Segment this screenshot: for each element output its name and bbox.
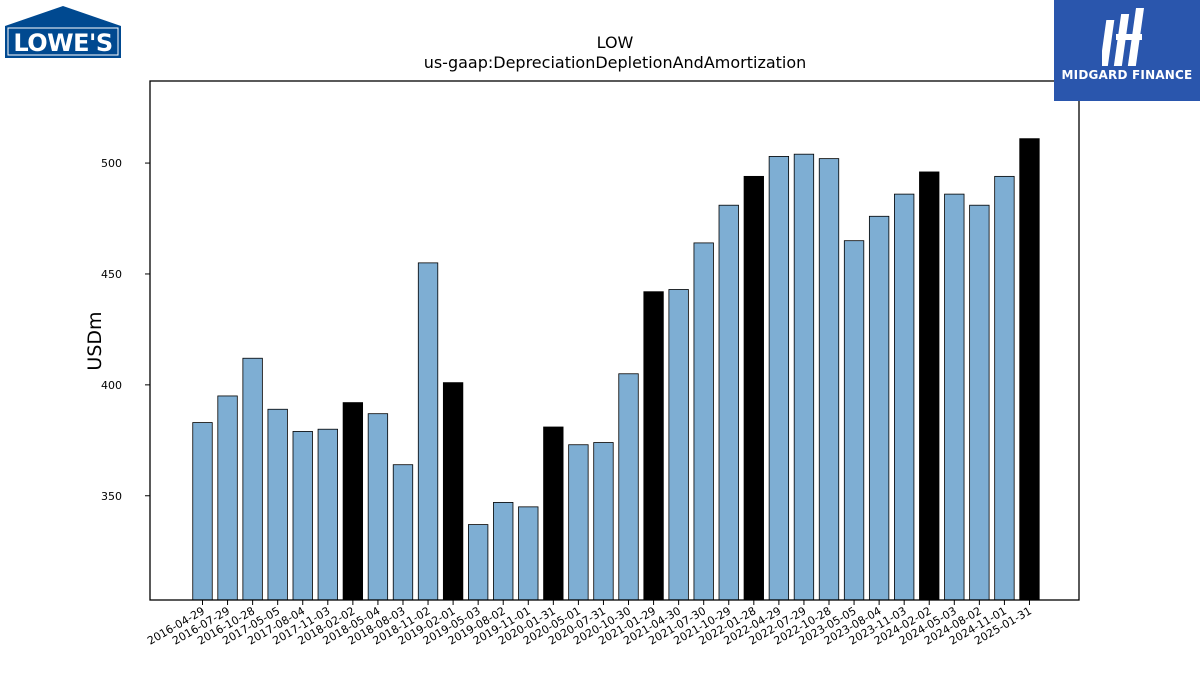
- bar-2016-07-29: [217, 395, 238, 601]
- bar-2019-11-01: [518, 506, 539, 601]
- y-tick-label: 450: [101, 268, 122, 281]
- y-tick-label: 500: [101, 157, 122, 170]
- bar-2024-05-03: [944, 193, 965, 601]
- midgard-finance-logo: MIDGARD FINANCE: [1054, 0, 1200, 101]
- bar-2018-05-04: [367, 413, 389, 601]
- bar-2022-01-28: [743, 175, 764, 601]
- y-axis-label: USDm: [84, 311, 106, 370]
- lowes-logo-text: LOWE'S: [13, 29, 112, 57]
- x-axis-ticks: 2016-04-292016-07-292016-10-282017-05-05…: [145, 600, 1034, 648]
- bar-2019-02-01: [442, 382, 464, 601]
- bar-2020-10-30: [618, 373, 639, 601]
- bar-2020-05-01: [568, 444, 589, 601]
- lowes-logo: LOWE'S: [5, 6, 121, 60]
- chart-title: LOW: [597, 33, 634, 52]
- midgard-mark-icon: [1102, 8, 1144, 66]
- bar-2023-08-04: [868, 215, 890, 601]
- bar-2019-08-02: [493, 502, 514, 601]
- midgard-logo-text: MIDGARD FINANCE: [1061, 68, 1193, 82]
- bar-2021-07-30: [693, 242, 714, 601]
- bar-2018-08-03: [392, 464, 414, 601]
- y-tick-label: 400: [101, 379, 122, 392]
- bar-2024-11-01: [994, 175, 1015, 601]
- y-tick-label: 350: [101, 490, 122, 503]
- bar-2020-01-31: [543, 426, 564, 601]
- bar-2023-11-03: [894, 193, 915, 601]
- bar-2016-10-28: [242, 357, 263, 601]
- bar-2024-02-02: [919, 171, 940, 601]
- bar-2021-04-30: [668, 289, 689, 601]
- bar-2020-07-31: [593, 442, 614, 601]
- bar-2023-05-05: [843, 240, 865, 601]
- bar-2016-04-29: [192, 422, 213, 601]
- bar-2022-07-29: [793, 153, 815, 601]
- bar-2024-08-02: [969, 204, 990, 601]
- bar-2022-04-29: [768, 156, 790, 601]
- bar-2017-08-04: [292, 431, 313, 601]
- y-axis-ticks: 350 400 450 500: [101, 157, 150, 503]
- bar-2017-11-03: [317, 428, 338, 601]
- bar-group: [192, 138, 1040, 601]
- bar-2022-10-28: [818, 158, 840, 601]
- bar-2019-05-03: [468, 524, 489, 601]
- bar-2025-01-31: [1019, 138, 1040, 601]
- bar-2018-11-02: [417, 262, 439, 601]
- chart-subtitle: us-gaap:DepreciationDepletionAndAmortiza…: [424, 53, 807, 72]
- bar-2021-10-29: [718, 204, 739, 601]
- bar-2017-05-05: [267, 408, 288, 601]
- bar-2018-02-02: [342, 402, 364, 601]
- bar-2021-01-29: [643, 291, 664, 601]
- plot-frame: [149, 80, 1080, 601]
